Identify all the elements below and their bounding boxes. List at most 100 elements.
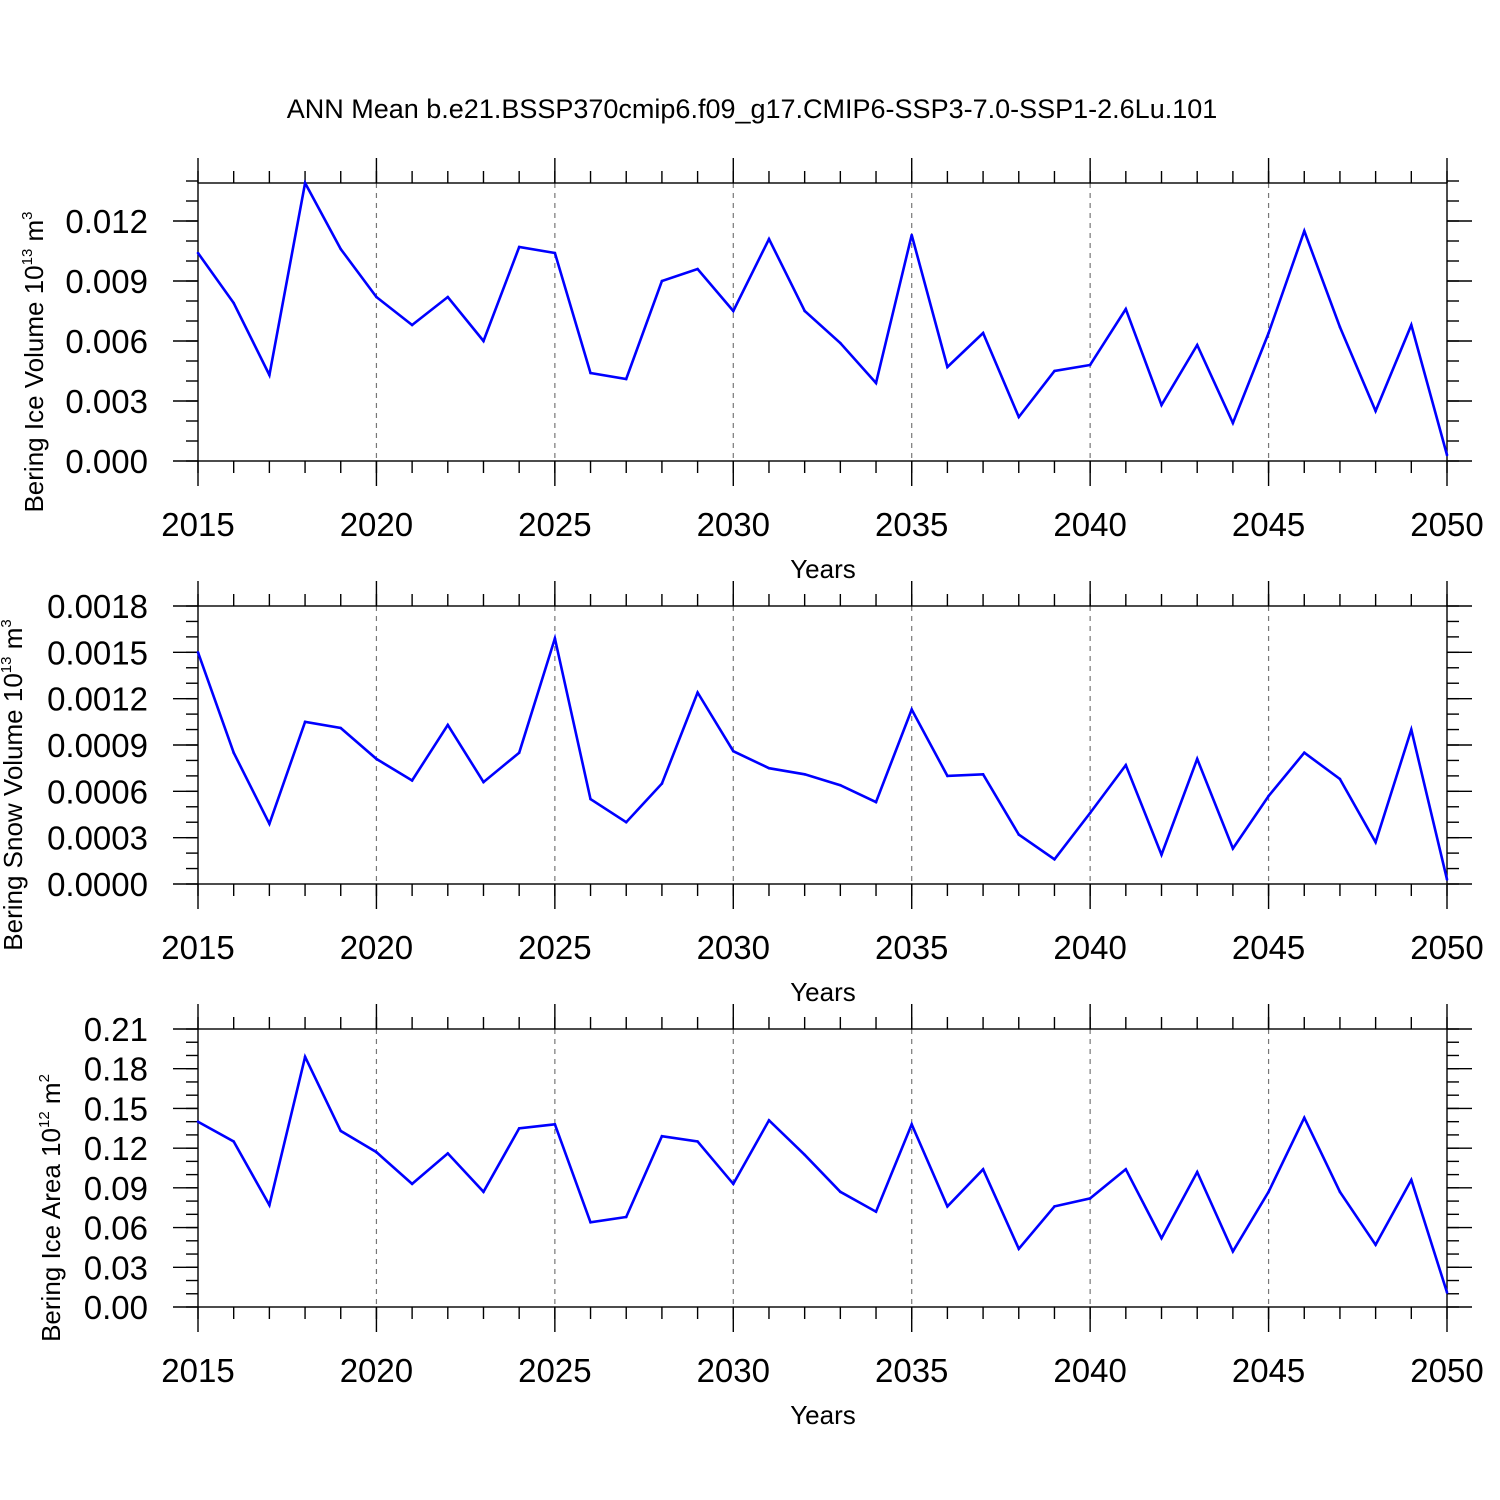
data-point [446, 723, 450, 727]
data-point [1053, 857, 1056, 861]
data-point [339, 247, 343, 251]
data-point [1374, 409, 1377, 413]
data-point [1374, 1243, 1377, 1247]
data-point [482, 780, 485, 784]
data-point [981, 331, 985, 335]
y-tick-label: 0.03 [84, 1249, 148, 1286]
data-point [1053, 1205, 1056, 1208]
data-point [910, 233, 914, 237]
data-point [839, 341, 842, 345]
data-point [1302, 751, 1306, 755]
data-point [232, 1140, 235, 1143]
y-tick-label: 0.09 [84, 1170, 148, 1207]
data-point [375, 757, 378, 761]
data-point [446, 1152, 450, 1155]
data-point [1160, 403, 1163, 407]
x-tick-label: 2020 [340, 1352, 413, 1389]
x-tick-label: 2025 [518, 506, 591, 543]
y-axis-label: Bering Snow Volume 1013 m3 [0, 619, 28, 950]
data-point [731, 749, 735, 753]
data-point [910, 1123, 914, 1126]
data-point [1195, 757, 1199, 761]
data-point [410, 323, 414, 327]
data-point [874, 1210, 878, 1213]
data-point [1338, 1190, 1342, 1194]
data-point [375, 295, 378, 299]
data-point [1160, 853, 1163, 856]
y-tick-label: 0.0009 [47, 727, 148, 764]
data-point [339, 1129, 343, 1133]
data-point [517, 751, 521, 755]
panel-ice-area: 2015 2020 2025 2030 2035 2040 2045 2050 0.000.03… [36, 1004, 1484, 1430]
y-tick-label: 0.0003 [47, 820, 148, 857]
data-point [589, 1220, 592, 1224]
y-tick-label: 0.012 [65, 203, 148, 240]
y-tick-label: 0.000 [65, 443, 148, 480]
y-tick-label: 0.0006 [47, 773, 148, 810]
data-point [803, 773, 806, 776]
y-tick-label: 0.006 [65, 323, 148, 360]
data-point [1017, 415, 1021, 419]
y-tick-label: 0.009 [65, 263, 148, 300]
y-tick-label: 0.06 [84, 1210, 148, 1247]
data-point [1231, 847, 1235, 850]
data-point [767, 1119, 771, 1122]
data-point [660, 782, 664, 785]
data-point [1267, 794, 1270, 798]
data-point [268, 822, 271, 826]
x-axis-label: Years [790, 554, 856, 584]
data-point [660, 279, 664, 283]
data-point [946, 1205, 949, 1208]
data-point [517, 245, 521, 249]
data-point [696, 691, 699, 694]
x-tick-label: 2040 [1053, 929, 1126, 966]
data-point [624, 1215, 628, 1219]
data-point [767, 237, 771, 241]
plot-frame [197, 182, 1448, 462]
data-point [1410, 323, 1413, 327]
data-point [1017, 1247, 1021, 1251]
data-point [1231, 421, 1235, 425]
data-point [1160, 1236, 1163, 1240]
data-point [839, 783, 842, 787]
plot-frame [197, 605, 1448, 885]
x-tick-label: 2050 [1410, 506, 1483, 543]
data-point [660, 1134, 664, 1138]
data-point [446, 295, 450, 299]
data-point [589, 371, 592, 375]
data-point [553, 1123, 557, 1126]
data-point [589, 797, 592, 801]
x-tick-label: 2030 [697, 929, 770, 966]
series-line [196, 179, 1449, 456]
data-point [910, 708, 914, 711]
x-tick-label: 2050 [1410, 1352, 1483, 1389]
x-axis-label: Years [790, 977, 856, 1007]
data-point [268, 1203, 271, 1207]
data-point [268, 373, 271, 377]
data-point [339, 726, 343, 730]
data-point [553, 251, 557, 255]
data-point [803, 1153, 806, 1157]
data-point [303, 1055, 307, 1059]
y-tick-label: 0.003 [65, 383, 148, 420]
y-tick-label: 0.18 [84, 1051, 148, 1088]
data-point [767, 766, 771, 770]
data-point [624, 377, 628, 381]
data-point [303, 181, 307, 185]
data-point [1088, 811, 1092, 815]
y-tick-label: 0.0018 [47, 588, 148, 625]
data-point [1088, 1197, 1092, 1200]
series-line [196, 633, 1449, 880]
x-tick-label: 2020 [340, 506, 413, 543]
panel-ice-volume: 2015 2020 2025 2030 2035 2040 2045 2050 0.000 0.0… [19, 158, 1484, 584]
x-tick-label: 2020 [340, 929, 413, 966]
y-tick-label: 0.0012 [47, 681, 148, 718]
data-point [482, 339, 485, 343]
data-point [553, 637, 557, 640]
chart-title: ANN Mean b.e21.BSSP370cmip6.f09_g17.CMIP… [287, 94, 1218, 124]
y-axis-label: Bering Ice Volume 1013 m3 [19, 211, 49, 512]
data-point [196, 251, 200, 255]
x-tick-label: 2035 [875, 929, 948, 966]
x-tick-label: 2030 [697, 506, 770, 543]
data-point [517, 1126, 521, 1130]
